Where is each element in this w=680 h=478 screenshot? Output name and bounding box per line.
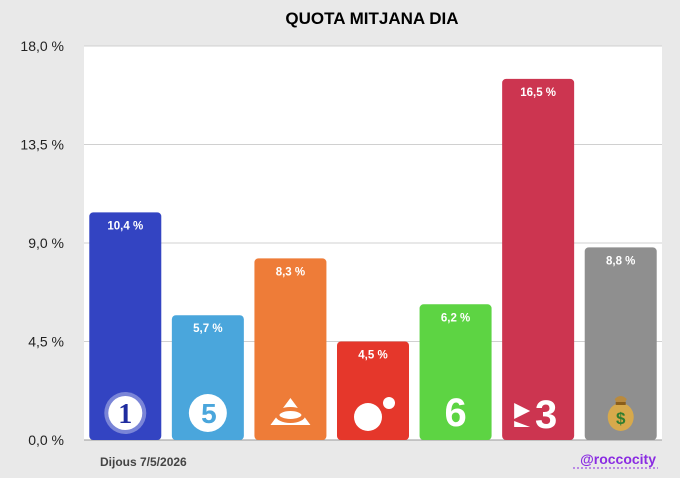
money-bag-icon: $ — [607, 396, 634, 431]
y-tick-label: 18,0 % — [20, 38, 64, 54]
bar-value-label: 16,5 % — [520, 87, 556, 99]
footer-handle: @roccocity — [580, 451, 656, 467]
value-labels: 10,4 % 5,7 % 8,3 % 4,5 % 6,2 % 16,5 % 8,8 % — [107, 87, 635, 362]
bar-1 — [89, 212, 162, 440]
bar-value-label: 10,4 % — [107, 220, 143, 232]
antena3-logo-icon — [270, 398, 311, 425]
bar-6 — [502, 78, 575, 440]
bars — [89, 78, 657, 440]
y-axis: 0,0 % 4,5 % 9,0 % 13,5 % 18,0 % — [20, 38, 64, 448]
bar-value-label: 8,3 % — [276, 266, 305, 278]
bar-value-label: 4,5 % — [358, 350, 387, 362]
chart-title: QUOTA MITJANA DIA — [285, 9, 458, 28]
telecinco-logo-icon: 5 — [188, 394, 227, 432]
svg-text:5: 5 — [201, 398, 217, 429]
svg-text:1: 1 — [118, 399, 132, 430]
svg-text:6: 6 — [444, 391, 466, 435]
y-tick-label: 9,0 % — [28, 235, 64, 251]
bar-3 — [254, 258, 327, 440]
bar-7 — [584, 247, 657, 440]
svg-text:$: $ — [616, 409, 626, 428]
bar-value-label: 8,8 % — [606, 255, 635, 267]
svg-text:3: 3 — [535, 393, 557, 437]
bar-value-label: 6,2 % — [441, 312, 470, 324]
channel-icons: 1 5 6 3 $ — [104, 391, 634, 437]
cuatro-logo-icon — [354, 397, 395, 431]
y-tick-label: 13,5 % — [20, 137, 64, 153]
y-tick-label: 4,5 % — [28, 334, 64, 350]
la1-logo-icon: 1 — [104, 392, 147, 434]
bar-5 — [419, 304, 492, 440]
bar-value-label: 5,7 % — [193, 323, 222, 335]
lasexta-logo-icon: 6 — [444, 391, 466, 435]
footer-date: Dijous 7/5/2026 — [100, 455, 187, 469]
tv3-logo-icon: 3 — [514, 393, 557, 437]
y-tick-label: 0,0 % — [28, 432, 64, 448]
